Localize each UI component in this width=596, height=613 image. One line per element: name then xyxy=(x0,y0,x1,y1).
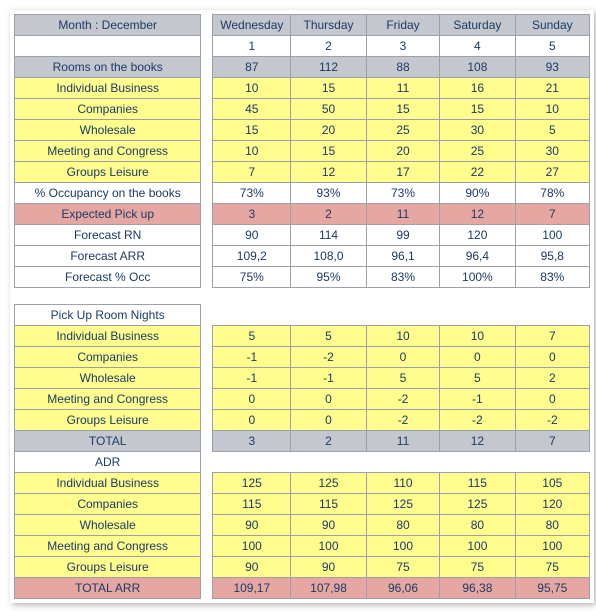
date-header: 3 xyxy=(366,36,439,57)
row-occ: % Occupancy on the books 73% 93% 73% 90%… xyxy=(15,183,590,204)
row-label: Wholesale xyxy=(15,515,201,536)
row-gl: Groups Leisure 7 12 17 22 27 xyxy=(15,162,590,183)
row-label: Meeting and Congress xyxy=(15,536,201,557)
row-rooms: Rooms on the books 87 112 88 108 93 xyxy=(15,57,590,78)
row-label: Companies xyxy=(15,99,201,120)
section-label: Pick Up Room Nights xyxy=(15,305,201,326)
row-label: Individual Business xyxy=(15,473,201,494)
month-label: Month : December xyxy=(15,15,201,36)
row-mc: Meeting and Congress 100 100 100 100 100 xyxy=(15,536,590,557)
row-ib: Individual Business 5 5 10 10 7 xyxy=(15,326,590,347)
row-label: Meeting and Congress xyxy=(15,389,201,410)
row-forecast-rn: Forecast RN 90 114 99 120 100 xyxy=(15,225,590,246)
row-wh: Wholesale 15 20 25 30 5 xyxy=(15,120,590,141)
section-label: ADR xyxy=(15,452,201,473)
row-label: TOTAL ARR xyxy=(15,578,201,599)
day-header: Sunday xyxy=(515,15,589,36)
day-header: Thursday xyxy=(291,15,367,36)
row-mc: Meeting and Congress 10 15 20 25 30 xyxy=(15,141,590,162)
row-label: Groups Leisure xyxy=(15,162,201,183)
day-header: Friday xyxy=(366,15,439,36)
row-wh: Wholesale -1 -1 5 5 2 xyxy=(15,368,590,389)
row-wh: Wholesale 90 90 80 80 80 xyxy=(15,515,590,536)
row-label: Forecast % Occ xyxy=(15,267,201,288)
row-ib: Individual Business 125 125 110 115 105 xyxy=(15,473,590,494)
row-ib: Individual Business 10 15 11 16 21 xyxy=(15,78,590,99)
row-label: TOTAL xyxy=(15,431,201,452)
row-label: Companies xyxy=(15,347,201,368)
row-forecast-occ: Forecast % Occ 75% 95% 83% 100% 83% xyxy=(15,267,590,288)
row-gl: Groups Leisure 0 0 -2 -2 -2 xyxy=(15,410,590,431)
row-label: Rooms on the books xyxy=(15,57,201,78)
date-header: 4 xyxy=(440,36,515,57)
row-label: Forecast ARR xyxy=(15,246,201,267)
row-label: Groups Leisure xyxy=(15,557,201,578)
row-gl: Groups Leisure 90 90 75 75 75 xyxy=(15,557,590,578)
row-label: Groups Leisure xyxy=(15,410,201,431)
row-label: Companies xyxy=(15,494,201,515)
row-label: Forecast RN xyxy=(15,225,201,246)
row-label: Wholesale xyxy=(15,368,201,389)
section-adr: ADR xyxy=(15,452,590,473)
header-dates: 1 2 3 4 5 xyxy=(15,36,590,57)
row-co: Companies 115 115 125 125 120 xyxy=(15,494,590,515)
day-header: Saturday xyxy=(440,15,515,36)
row-co: Companies -1 -2 0 0 0 xyxy=(15,347,590,368)
date-header: 2 xyxy=(291,36,367,57)
row-forecast-arr: Forecast ARR 109,2 108,0 96,1 96,4 95,8 xyxy=(15,246,590,267)
row-label: Expected Pick up xyxy=(15,204,201,225)
day-header: Wednesday xyxy=(213,15,291,36)
row-total-arr: TOTAL ARR 109,17 107,98 96,06 96,38 95,7… xyxy=(15,578,590,599)
row-total: TOTAL 3 2 11 12 7 xyxy=(15,431,590,452)
row-label: Wholesale xyxy=(15,120,201,141)
row-label: Individual Business xyxy=(15,326,201,347)
forecast-table: Month : December Wednesday Thursday Frid… xyxy=(10,10,594,603)
row-expected-pickup: Expected Pick up 3 2 11 12 7 xyxy=(15,204,590,225)
header-days: Month : December Wednesday Thursday Frid… xyxy=(15,15,590,36)
date-header: 1 xyxy=(213,36,291,57)
row-label: Individual Business xyxy=(15,78,201,99)
row-co: Companies 45 50 15 15 10 xyxy=(15,99,590,120)
row-label: Meeting and Congress xyxy=(15,141,201,162)
date-header: 5 xyxy=(515,36,589,57)
section-pickup: Pick Up Room Nights xyxy=(15,305,590,326)
row-label: % Occupancy on the books xyxy=(15,183,201,204)
row-mc: Meeting and Congress 0 0 -2 -1 0 xyxy=(15,389,590,410)
